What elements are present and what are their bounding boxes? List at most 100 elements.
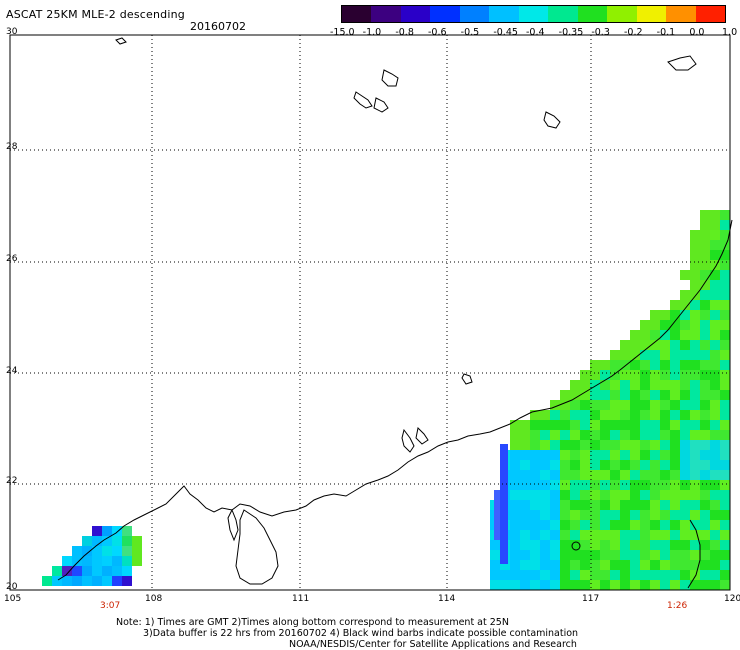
wind-cell [610, 510, 620, 520]
colorbar-label: -15.0 [330, 27, 355, 38]
wind-cell [710, 570, 720, 580]
wind-cell [570, 420, 580, 430]
wind-cell [690, 290, 700, 300]
wind-cell [640, 400, 650, 410]
wind-cell [530, 580, 540, 590]
wind-cell [700, 350, 710, 360]
wind-cell [690, 240, 700, 250]
wind-cell [640, 540, 650, 550]
wind-cell [112, 556, 122, 566]
wind-cell [720, 280, 730, 290]
wind-cell [82, 556, 92, 566]
wind-cell [510, 460, 520, 470]
wind-cell [560, 480, 570, 490]
wind-cell [560, 460, 570, 470]
wind-cell [690, 340, 700, 350]
wind-cell [670, 530, 680, 540]
wind-cell [590, 520, 600, 530]
wind-cell [680, 580, 690, 590]
wind-cell [680, 410, 690, 420]
wind-cell [660, 500, 670, 510]
wind-cell [540, 510, 550, 520]
wind-cell [720, 400, 730, 410]
wind-cell [660, 310, 670, 320]
wind-cell [590, 510, 600, 520]
wind-cell [720, 230, 730, 240]
wind-cell [600, 440, 610, 450]
wind-cell [670, 320, 680, 330]
wind-cell [72, 556, 82, 566]
wind-cell [560, 500, 570, 510]
wind-cell [700, 290, 710, 300]
colorbar-label: 0.0 [689, 27, 705, 38]
wind-cell [670, 380, 680, 390]
wind-cell [650, 320, 660, 330]
wind-cell [590, 470, 600, 480]
wind-cell [690, 330, 700, 340]
wind-cell [700, 340, 710, 350]
wind-cell [610, 460, 620, 470]
wind-cell [660, 370, 670, 380]
wind-cell [560, 470, 570, 480]
wind-cell [710, 310, 720, 320]
wind-cell [660, 470, 670, 480]
wind-cell [610, 350, 620, 360]
wind-cell [122, 546, 132, 556]
wind-cell [540, 580, 550, 590]
wind-cell [520, 420, 530, 430]
wind-cell [620, 560, 630, 570]
wind-cell [510, 570, 520, 580]
wind-cell [494, 520, 500, 530]
wind-cell [650, 420, 660, 430]
wind-cell [650, 480, 660, 490]
wind-cell [680, 310, 690, 320]
wind-cell [660, 580, 670, 590]
wind-cell [570, 510, 580, 520]
wind-cell [710, 560, 720, 570]
wind-cell [550, 530, 560, 540]
wind-cell [630, 500, 640, 510]
lat-label-20: 20 [6, 582, 18, 592]
wind-cell [710, 580, 720, 590]
wind-cell [560, 530, 570, 540]
wind-cell [500, 484, 508, 494]
wind-cell [500, 580, 510, 590]
wind-cell [640, 330, 650, 340]
wind-cell [670, 440, 680, 450]
wind-cell [680, 380, 690, 390]
wind-cell [700, 270, 710, 280]
wind-cell [92, 576, 102, 586]
wind-cell [530, 490, 540, 500]
wind-cell [650, 470, 660, 480]
wind-cell [500, 544, 508, 554]
wind-cell [500, 464, 508, 474]
wind-cell [600, 490, 610, 500]
wind-cell [660, 390, 670, 400]
wind-cell [590, 410, 600, 420]
wind-cell [520, 550, 530, 560]
wind-cell [650, 460, 660, 470]
wind-cell [550, 490, 560, 500]
wind-cell [670, 560, 680, 570]
wind-cell [112, 566, 122, 576]
wind-cell [590, 370, 600, 380]
wind-cell [520, 580, 530, 590]
wind-cell [500, 494, 508, 504]
wind-cell [670, 390, 680, 400]
wind-cell [720, 560, 730, 570]
wind-cell [680, 500, 690, 510]
wind-cell [640, 560, 650, 570]
wind-cell [530, 410, 540, 420]
wind-cell [122, 526, 132, 536]
wind-cell [700, 280, 710, 290]
wind-cell [640, 410, 650, 420]
wind-cell [600, 470, 610, 480]
wind-cell [560, 450, 570, 460]
colorbar-label: -0.8 [395, 27, 414, 38]
wind-cell [710, 230, 720, 240]
wind-cell [690, 440, 700, 450]
wind-cell [720, 420, 730, 430]
wind-cell [720, 520, 730, 530]
wind-cell [600, 370, 610, 380]
wind-cell [680, 350, 690, 360]
